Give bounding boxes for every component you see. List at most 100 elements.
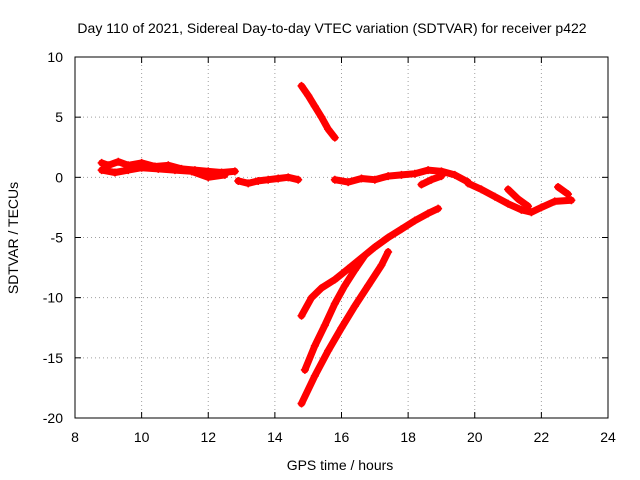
- data-point-marker: [307, 293, 316, 302]
- series-band: [554, 183, 572, 198]
- data-point-marker: [360, 251, 369, 260]
- series-arc-12: [297, 247, 393, 408]
- data-point-marker: [527, 208, 536, 217]
- data-point-marker: [317, 113, 326, 122]
- data-point-marker: [187, 167, 196, 176]
- data-point-marker: [434, 204, 443, 213]
- data-point-marker: [284, 173, 293, 182]
- series-arc-2: [97, 163, 229, 182]
- data-point-marker: [220, 170, 229, 179]
- data-point-marker: [110, 168, 119, 177]
- data-point-marker: [384, 233, 393, 242]
- series-band: [298, 248, 392, 408]
- data-point-marker: [537, 203, 546, 212]
- data-point-marker: [97, 158, 106, 167]
- series-arc-3: [234, 173, 303, 188]
- data-point-marker: [450, 170, 459, 179]
- data-point-marker: [154, 164, 163, 173]
- data-point-marker: [297, 311, 306, 320]
- data-point-marker: [504, 199, 513, 208]
- x-tick-label: 24: [600, 429, 616, 445]
- data-point-marker: [364, 281, 373, 290]
- data-point-marker: [304, 91, 313, 100]
- data-point-marker: [330, 175, 339, 184]
- data-point-marker: [350, 302, 359, 311]
- y-tick-label: -15: [43, 350, 63, 366]
- grid-lines: [75, 57, 608, 418]
- data-point-marker: [410, 216, 419, 225]
- y-tick-label: -5: [51, 230, 64, 246]
- y-tick-label: -10: [43, 290, 63, 306]
- data-point-marker: [114, 157, 123, 166]
- data-point-marker: [524, 202, 533, 211]
- data-point-marker: [437, 172, 446, 181]
- data-point-marker: [310, 102, 319, 111]
- series-arc-6: [417, 172, 446, 189]
- x-axis-label: GPS time / hours: [287, 457, 394, 473]
- y-axis-label: SDTVAR / TECUs: [5, 182, 21, 294]
- data-point-marker: [554, 182, 563, 191]
- data-point-marker: [300, 365, 309, 374]
- data-point-marker: [330, 133, 339, 142]
- data-point-marker: [244, 179, 253, 188]
- x-tick-label: 8: [71, 429, 79, 445]
- data-point-marker: [384, 247, 393, 256]
- data-point-marker: [330, 275, 339, 284]
- x-tick-label: 18: [400, 429, 416, 445]
- data-point-marker: [254, 176, 263, 185]
- data-point-marker: [324, 125, 333, 134]
- data-point-marker: [234, 176, 243, 185]
- data-point-marker: [477, 185, 486, 194]
- series-arc-8: [504, 185, 533, 211]
- data-point-marker: [370, 243, 379, 252]
- data-point-marker: [274, 174, 283, 183]
- data-point-marker: [320, 321, 329, 330]
- series-band: [298, 205, 442, 320]
- data-point-marker: [264, 175, 273, 184]
- plot-frame: [74, 56, 609, 419]
- data-point-marker: [504, 185, 513, 194]
- data-point-marker: [427, 175, 436, 184]
- x-tick-label: 16: [334, 429, 350, 445]
- chart-title: Day 110 of 2021, Sidereal Day-to-day VTE…: [77, 20, 586, 36]
- data-point-marker: [330, 299, 339, 308]
- y-tick-label: 10: [47, 49, 63, 65]
- series-arc-10: [297, 204, 443, 320]
- data-series: [97, 81, 576, 408]
- data-point-marker: [204, 173, 213, 182]
- data-point-marker: [357, 174, 366, 183]
- data-point-marker: [137, 163, 146, 172]
- data-point-marker: [417, 180, 426, 189]
- x-tick-label: 14: [267, 429, 283, 445]
- series-arc-9: [554, 182, 573, 199]
- data-point-marker: [340, 281, 349, 290]
- data-point-marker: [397, 225, 406, 234]
- data-point-marker: [410, 169, 419, 178]
- data-point-marker: [490, 192, 499, 201]
- data-point-marker: [230, 167, 239, 176]
- series-band: [298, 82, 339, 142]
- data-point-marker: [384, 172, 393, 181]
- data-point-marker: [97, 166, 106, 175]
- data-point-marker: [337, 323, 346, 332]
- data-point-marker: [317, 284, 326, 293]
- y-tick-label: -20: [43, 410, 63, 426]
- y-tick-label: 0: [55, 169, 63, 185]
- x-tick-label: 12: [200, 429, 216, 445]
- data-point-marker: [310, 341, 319, 350]
- data-point-marker: [517, 205, 526, 214]
- y-tick-labels: -20 -15 -10 -5 0 5 10: [43, 49, 63, 426]
- series-arc-7: [464, 179, 576, 217]
- data-point-marker: [370, 175, 379, 184]
- data-point-marker: [350, 265, 359, 274]
- data-point-marker: [124, 166, 133, 175]
- data-point-marker: [344, 264, 353, 273]
- data-point-marker: [297, 399, 306, 408]
- data-point-marker: [294, 175, 303, 184]
- series-arc-4: [297, 81, 339, 142]
- data-point-marker: [564, 190, 573, 199]
- data-point-marker: [324, 346, 333, 355]
- x-tick-labels: 8 10 12 14 16 18 20 22 24: [71, 429, 616, 445]
- data-point-marker: [550, 197, 559, 206]
